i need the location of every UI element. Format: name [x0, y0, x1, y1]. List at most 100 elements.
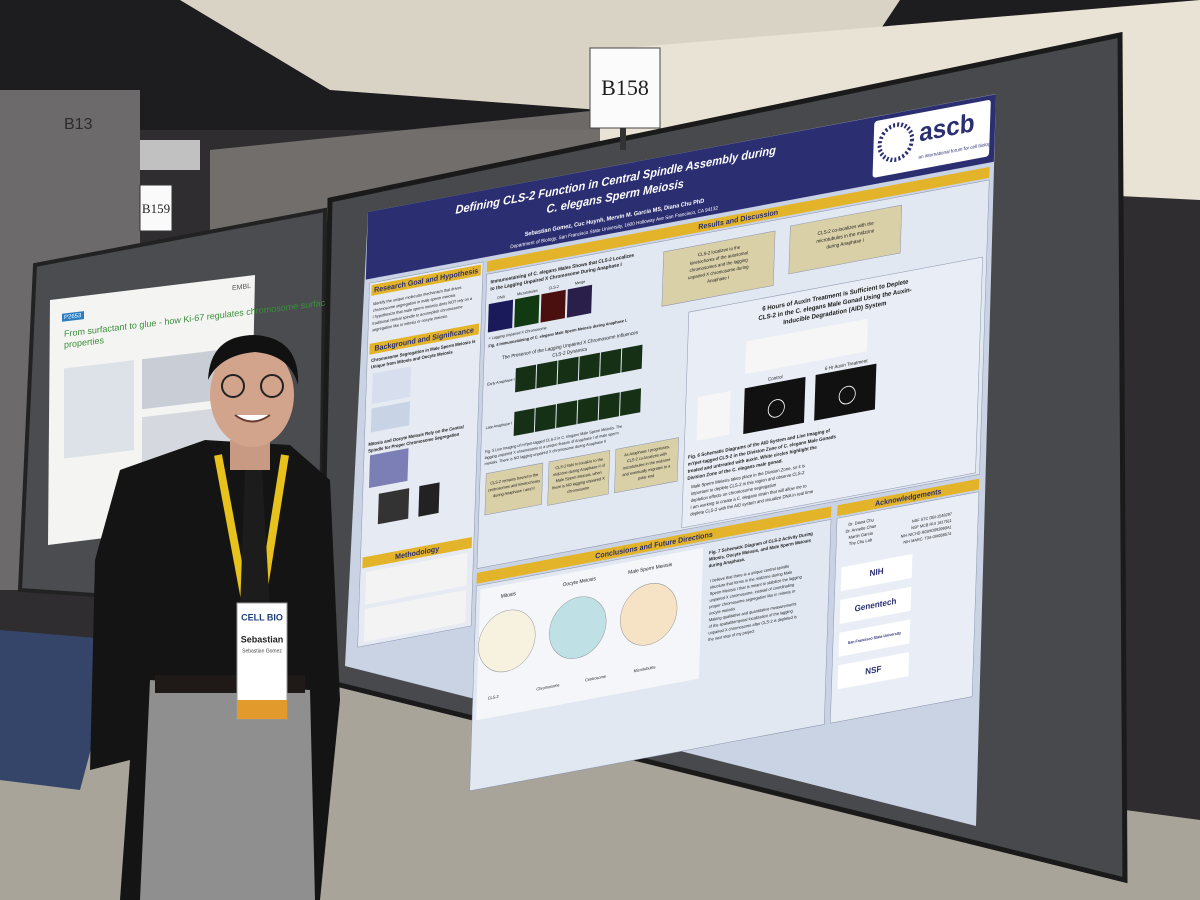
- sponsor-logo: [838, 619, 911, 657]
- diagram-label: Mitosis: [501, 591, 517, 600]
- micrograph: [578, 352, 600, 381]
- finding-box: [614, 437, 679, 494]
- finding-box: [484, 462, 544, 516]
- micrograph: [540, 289, 566, 323]
- left-poster-figure: [64, 360, 134, 459]
- micrograph: [534, 404, 556, 433]
- section-header-bg: [371, 264, 482, 296]
- figure: [368, 448, 409, 489]
- channel-label: Microtubules: [517, 289, 538, 297]
- micrograph: [600, 348, 622, 377]
- micrograph: [621, 344, 643, 373]
- legend-label: Microtubules: [634, 664, 656, 673]
- micrograph: [557, 356, 579, 385]
- figure-title: during Anaphase.: [709, 557, 746, 569]
- ack-person: The Chu Lab: [849, 537, 873, 547]
- badge-full-name: Sebastian Gomez: [242, 648, 282, 654]
- finding-text: chromosome: [567, 485, 590, 494]
- ceiling-light: [140, 140, 200, 170]
- smile: [234, 414, 271, 423]
- tie: [240, 470, 270, 610]
- hair: [208, 335, 299, 385]
- section-header-bg: [837, 478, 980, 517]
- pants: [140, 680, 315, 900]
- finding-box: [547, 450, 611, 506]
- figure: [371, 366, 412, 405]
- badge: [236, 602, 288, 720]
- finding-box: [661, 230, 776, 307]
- logo-box: [872, 100, 991, 178]
- person: CELL BIO Sebastian Sebastian Gomez: [90, 335, 340, 900]
- sponsor-name: NIH: [869, 565, 883, 578]
- poster-header: [365, 94, 997, 280]
- booth-sign-bg: [589, 47, 661, 129]
- row-label: Early Anaphase I: [487, 377, 515, 386]
- aid-label: Control: [768, 374, 783, 383]
- glasses: [221, 374, 245, 398]
- sponsor-logo: [840, 554, 913, 592]
- sign-clip: [620, 128, 626, 150]
- sponsor-logo: [837, 652, 910, 690]
- left-poster-title-line: properties: [64, 335, 104, 350]
- left-poster-logo: EMBL: [232, 283, 251, 292]
- badge-name: Sebastian: [241, 634, 284, 644]
- finding-text: Anaphase I: [707, 275, 729, 284]
- face: [210, 343, 294, 447]
- figure: [377, 488, 410, 525]
- figure: [363, 590, 467, 642]
- cell-diagram: [620, 583, 678, 646]
- logo-mark: [877, 122, 915, 163]
- section-header-bg: [486, 166, 990, 273]
- left-booth-sign-bg: [139, 184, 173, 232]
- section-header-bg: [476, 506, 832, 584]
- figure: [418, 482, 440, 517]
- sponsor-name: NSF: [865, 663, 882, 676]
- ack-person: Dr. Annette Chan: [845, 523, 877, 534]
- micrograph: [556, 400, 578, 429]
- channel-label: Merge: [575, 280, 585, 286]
- micrograph: [598, 392, 620, 421]
- finding-text: polar end: [638, 473, 654, 481]
- figure: [365, 552, 468, 605]
- ack-person: Martin Garcia: [848, 530, 873, 540]
- carpet: [0, 630, 120, 790]
- channel-label: DNA: [497, 295, 505, 301]
- left-poster-id-bg: [62, 311, 84, 322]
- conclusion-text: oocyte meiosis: [709, 606, 735, 616]
- micrograph: [514, 294, 540, 328]
- division-zone-circle: [767, 399, 785, 418]
- legend-label: Chromosome: [536, 682, 560, 692]
- micrograph: [577, 396, 599, 425]
- section-header-bg: [369, 323, 480, 355]
- micrograph: [515, 364, 537, 393]
- micrograph: [619, 388, 642, 417]
- finding-box: [788, 204, 903, 275]
- glasses: [260, 374, 284, 398]
- channel-label: CLS-2: [549, 285, 559, 291]
- sponsor-logo: [839, 586, 912, 625]
- micrograph: [566, 284, 593, 318]
- left-booth-sign: B159: [142, 201, 170, 216]
- micrograph: [814, 363, 877, 421]
- division-zone-circle: [838, 385, 856, 405]
- left-poster-id: P2653: [64, 313, 82, 321]
- pillar-sign: B13: [64, 116, 93, 133]
- row-label: Late Anaphase I: [486, 421, 512, 430]
- badge-stripe: [237, 700, 287, 719]
- micrograph: [743, 376, 806, 435]
- micrograph: [487, 299, 514, 333]
- badge-event: CELL BIO: [241, 612, 283, 622]
- figure: [745, 318, 868, 375]
- figure: [696, 390, 731, 441]
- legend-label: Centrosome: [585, 673, 607, 682]
- legend-label: CLS-2: [488, 693, 500, 700]
- poster-content: ascb an international forum for cell bio…: [357, 94, 997, 792]
- cell-diagram: [549, 596, 607, 659]
- cell-diagram: [478, 609, 536, 673]
- micrograph: [536, 360, 558, 389]
- ack-person: Dr. Diana Chu: [848, 517, 874, 527]
- booth-sign: B158: [601, 75, 649, 100]
- section-header-bg: [362, 536, 473, 569]
